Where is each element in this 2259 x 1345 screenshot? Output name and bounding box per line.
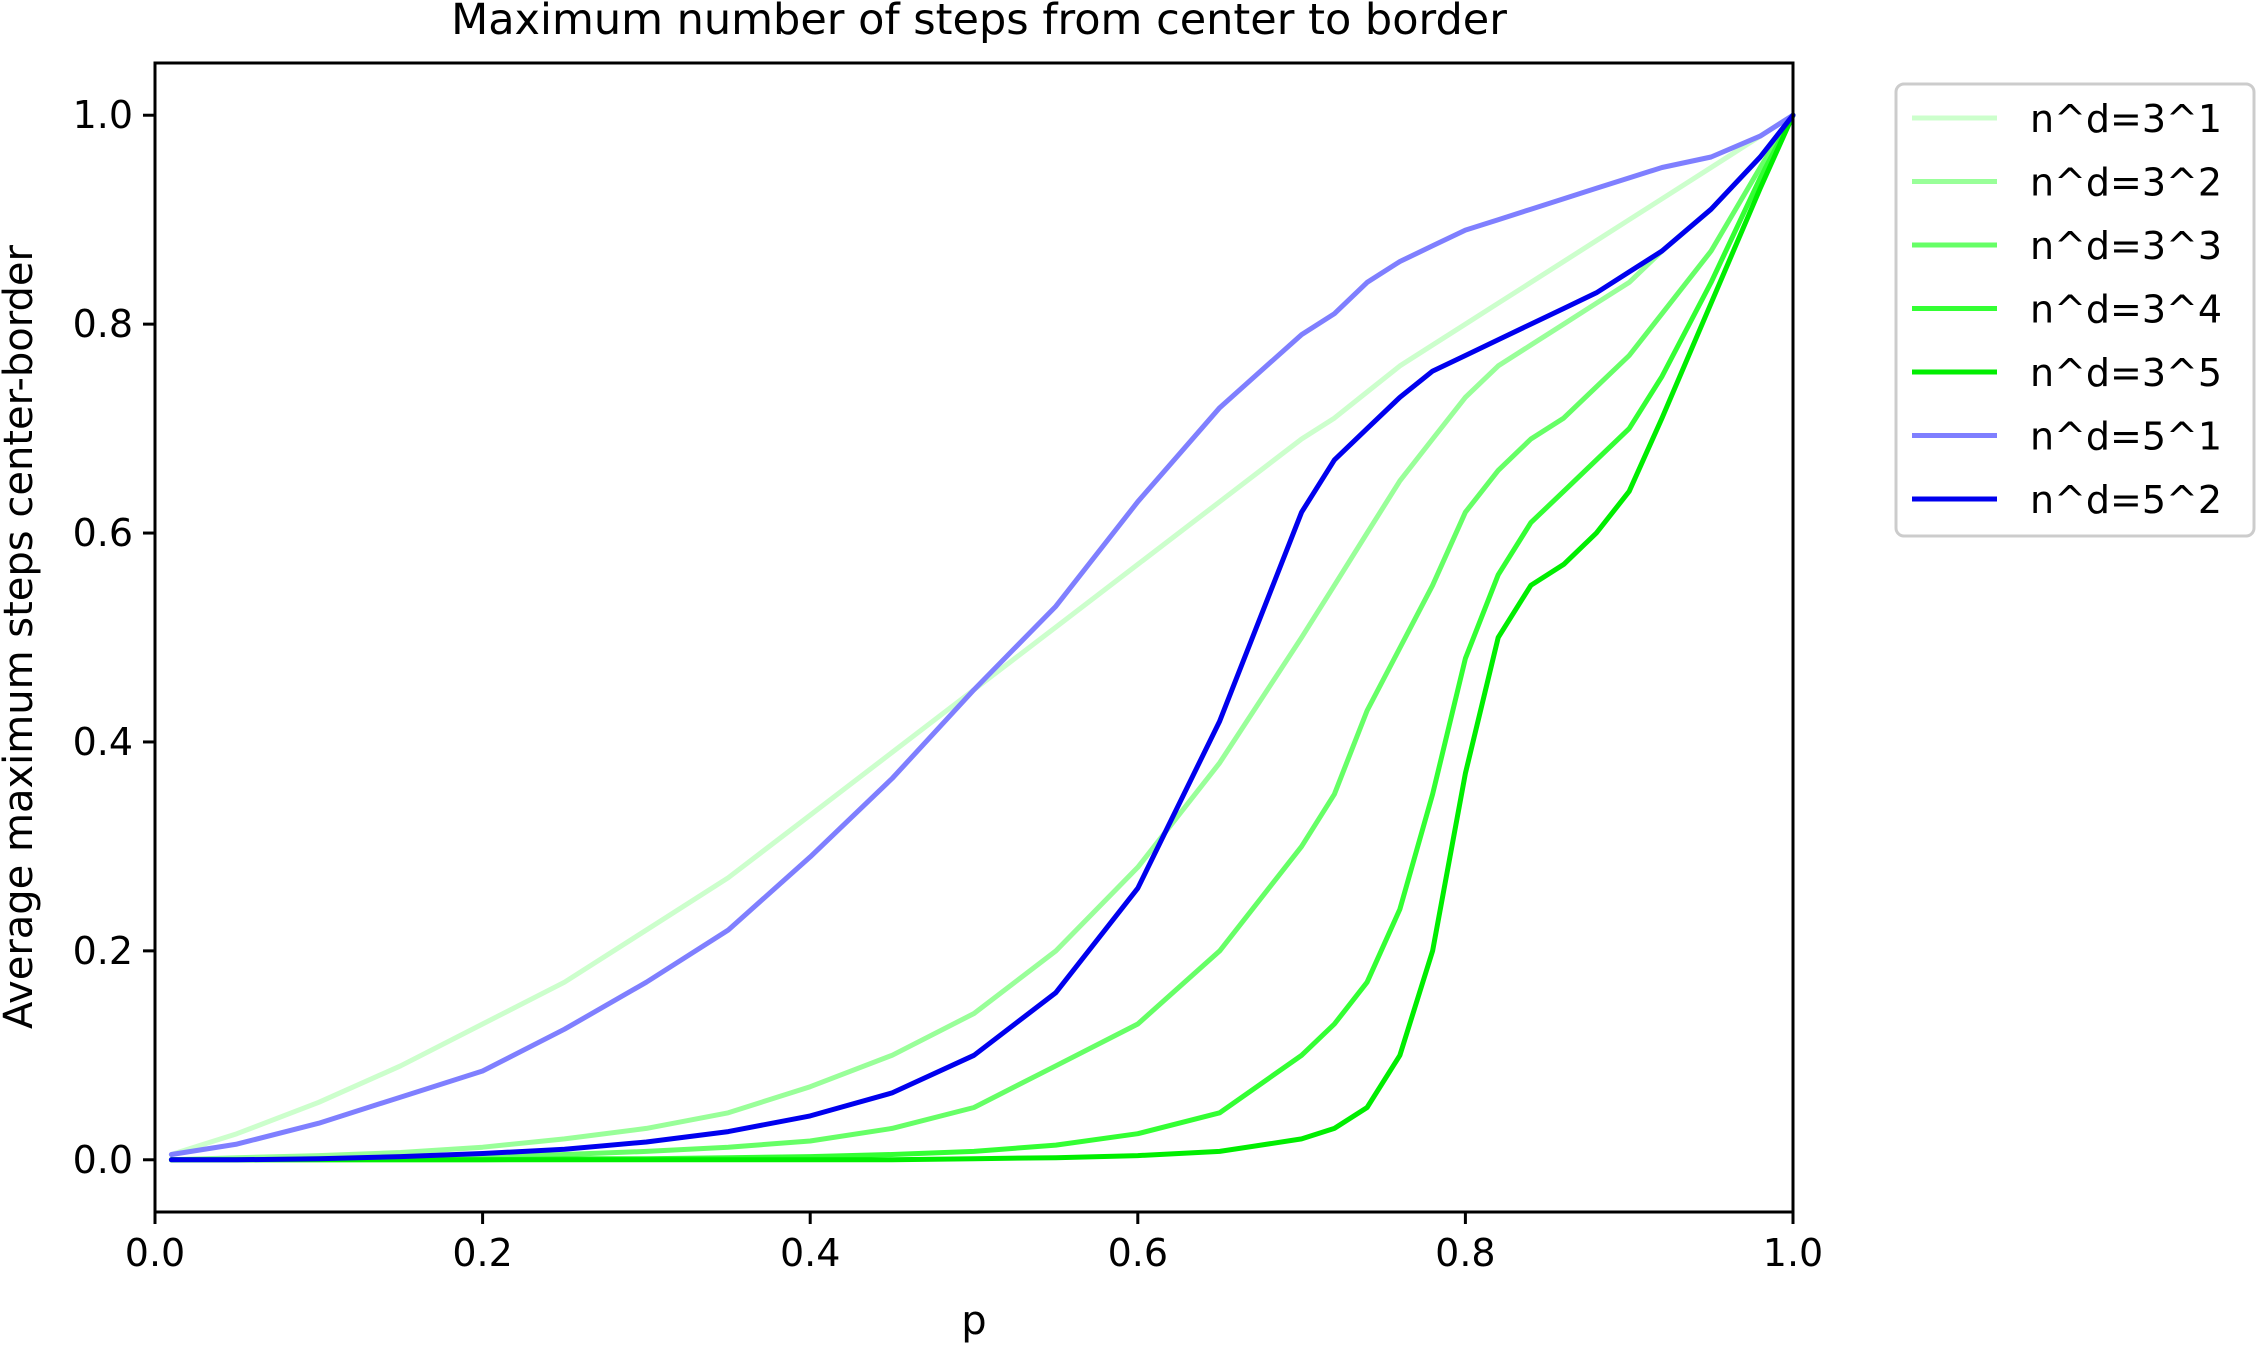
legend-label: n^d=3^1 [2030,97,2222,141]
x-tick-label: 1.0 [1763,1231,1823,1275]
x-tick-label: 0.0 [125,1231,185,1275]
y-axis-ticks: 0.0 0.2 0.4 0.6 0.8 1.0 [73,93,155,1182]
legend-box [1894,82,2256,538]
series-line-1 [168,112,1796,1157]
x-tick-label: 0.4 [780,1231,840,1275]
legend-label: n^d=5^1 [2030,415,2222,459]
y-axis-label: Average maximum steps center-border [0,244,42,1028]
x-axis-ticks: 0.0 0.2 0.4 0.6 0.8 1.0 [125,1212,1823,1275]
series-line-2 [168,112,1796,1163]
x-tick-label: 0.6 [1108,1231,1168,1275]
y-tick-label: 0.6 [73,511,133,555]
series-line-5 [168,112,1796,1163]
series-line-7 [168,112,1796,1163]
series-line-6 [168,112,1796,1157]
legend: n^d=3^1 n^d=3^2 n^d=3^3 n^d=3^4 n^d=3^5 n^d=5… [1894,82,2256,538]
y-tick-label: 0.8 [73,302,133,346]
plot-frame [153,61,1795,1214]
series-line-3 [168,112,1796,1163]
x-axis-label: p [961,1298,986,1344]
legend-entries: n^d=3^1 n^d=3^2 n^d=3^3 n^d=3^4 n^d=3^5 n^d=5… [1912,97,2222,522]
legend-label: n^d=3^3 [2030,224,2222,268]
x-tick-label: 0.2 [452,1231,512,1275]
legend-label: n^d=3^2 [2030,161,2222,205]
legend-label: n^d=3^5 [2030,351,2222,395]
chart-title: Maximum number of steps from center to b… [451,0,1507,45]
y-tick-label: 0.4 [73,720,133,764]
legend-label: n^d=5^2 [2030,478,2222,522]
legend-label: n^d=3^4 [2030,288,2222,332]
y-tick-label: 0.2 [73,929,133,973]
plot-lines [168,112,1796,1163]
y-tick-label: 1.0 [73,93,133,137]
y-tick-label: 0.0 [73,1138,133,1182]
x-tick-label: 0.8 [1435,1231,1495,1275]
